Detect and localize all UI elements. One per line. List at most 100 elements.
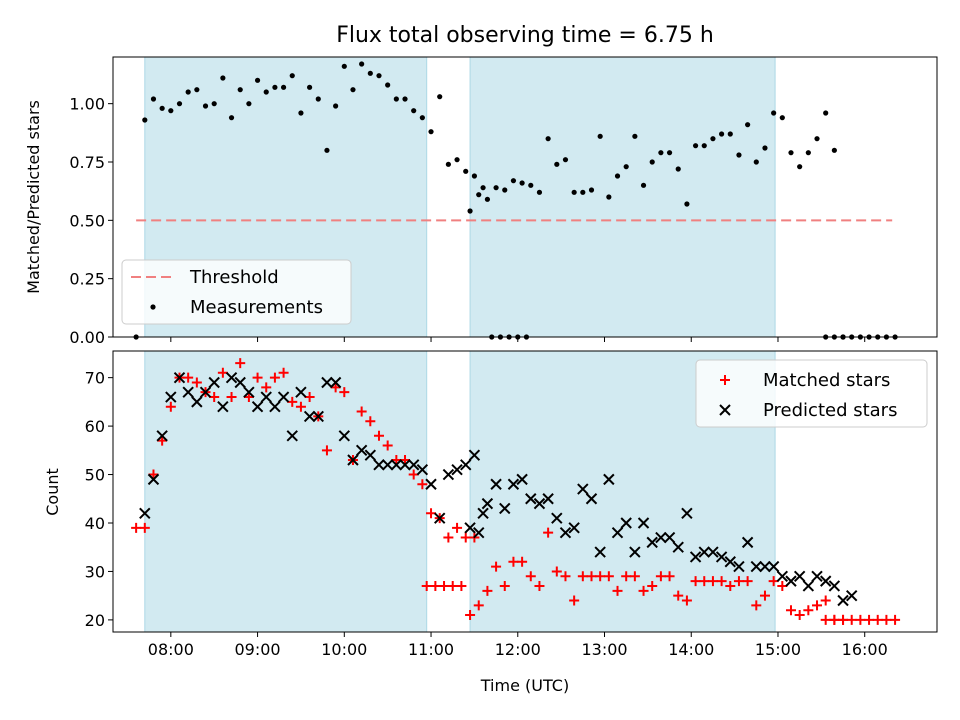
measurement-point	[376, 73, 382, 79]
matched-point	[560, 571, 571, 582]
matched-point	[707, 576, 718, 587]
predicted-point	[139, 507, 151, 520]
predicted-point	[191, 396, 203, 408]
predicted-point	[568, 522, 580, 534]
measurement-point	[640, 182, 647, 188]
predicted-point	[724, 556, 736, 568]
matched-point	[226, 392, 237, 403]
predicted-point	[182, 386, 194, 398]
matched-point	[872, 614, 883, 625]
measurement-point	[411, 108, 417, 114]
measurement-point	[675, 166, 681, 172]
bottom-y-tick-label: 30	[85, 562, 105, 581]
predicted-point	[611, 526, 624, 539]
predicted-point	[707, 546, 719, 558]
matched-point	[777, 580, 788, 591]
matched-point	[447, 580, 458, 591]
matched-point	[586, 571, 597, 582]
bottom-axes-frame	[112, 350, 938, 633]
measurement-point	[142, 117, 148, 123]
measurement-point	[536, 189, 543, 195]
x-tick-label: 13:00	[581, 640, 627, 659]
measurement-point	[467, 208, 473, 214]
measurement-point	[315, 96, 321, 102]
measurement-point	[324, 147, 330, 153]
measurement-point	[402, 96, 408, 102]
measurement-point	[185, 89, 191, 95]
measurement-point	[805, 150, 811, 156]
measurement-point	[493, 185, 499, 191]
matched-point	[881, 614, 892, 625]
predicted-point	[767, 560, 780, 573]
measurement-point	[333, 103, 339, 109]
top-shaded-interval-1	[469, 56, 776, 338]
matched-point	[681, 595, 692, 606]
measurement-point	[519, 180, 525, 186]
measurement-point	[463, 168, 469, 174]
predicted-point	[321, 376, 333, 389]
matched-point	[829, 614, 840, 625]
matched-point	[551, 566, 562, 577]
matched-point	[261, 382, 272, 393]
matched-point	[460, 532, 471, 543]
predicted-point	[381, 459, 394, 471]
matched-point	[235, 358, 246, 369]
measurement-point	[788, 150, 794, 156]
predicted-point	[464, 522, 476, 534]
predicted-point	[243, 386, 255, 398]
predicted-point	[451, 463, 463, 476]
matched-point	[321, 445, 332, 456]
predicted-point	[585, 493, 598, 505]
measurement-point	[272, 84, 278, 90]
matched-point	[621, 571, 632, 582]
top-axes-frame	[112, 56, 938, 338]
predicted-point	[156, 430, 168, 442]
measurement-point	[168, 108, 174, 114]
measurement-point	[263, 89, 269, 95]
predicted-point	[473, 526, 485, 539]
matched-point	[139, 522, 150, 533]
matched-point	[430, 580, 441, 591]
predicted-point	[542, 493, 554, 505]
predicted-point	[481, 497, 494, 510]
top-y-tick-label: 0.25	[69, 270, 105, 289]
measurement-point	[476, 192, 482, 198]
matched-point	[491, 561, 502, 572]
matched-point	[517, 556, 528, 567]
matched-point	[295, 401, 306, 412]
measurement-point	[823, 110, 829, 116]
matched-point	[846, 614, 857, 625]
measurement-point	[307, 84, 313, 90]
predicted-point	[355, 444, 368, 457]
predicted-point	[793, 570, 806, 582]
measurement-point	[753, 159, 759, 165]
predicted-point	[629, 546, 641, 558]
predicted-point	[286, 430, 298, 442]
top-legend-box	[121, 259, 352, 325]
chart-title: Flux total observing time = 6.75 h	[336, 23, 714, 48]
predicted-point	[533, 497, 546, 510]
predicted-point	[173, 371, 186, 384]
measurement-point	[710, 136, 716, 142]
predicted-point	[620, 517, 632, 529]
predicted-point	[733, 560, 745, 573]
measurement-point	[736, 152, 742, 158]
matched-point	[209, 392, 220, 403]
top-y-axis-label: Matched/Predicted stars	[24, 100, 43, 294]
predicted-point	[594, 546, 606, 558]
predicted-point	[347, 454, 359, 466]
measurement-point	[502, 187, 508, 193]
matched-point	[864, 614, 875, 625]
matched-point	[838, 614, 849, 625]
legend-measurements-swatch	[150, 304, 156, 310]
matched-point	[759, 590, 770, 601]
legend-matched-label: Matched stars	[763, 370, 890, 391]
matched-point	[400, 455, 411, 466]
top-legend: Threshold Measurements	[121, 259, 352, 325]
predicted-point	[295, 386, 307, 398]
measurement-point	[606, 194, 612, 200]
matched-point	[768, 576, 779, 587]
predicted-point	[434, 512, 446, 524]
matched-point	[499, 580, 510, 591]
